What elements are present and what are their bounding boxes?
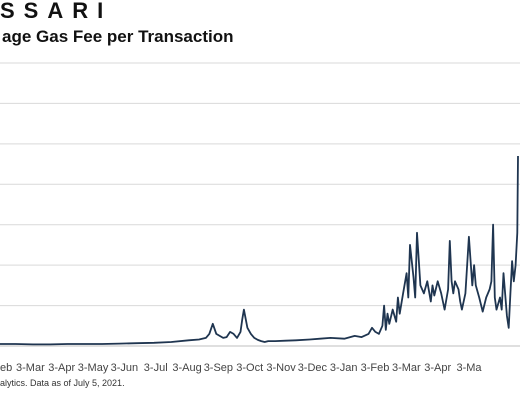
- x-tick-label: 3-Apr: [424, 362, 451, 374]
- gridlines: [0, 62, 520, 307]
- x-tick-label: 3-Nov: [266, 362, 296, 374]
- x-tick-label: 3-May: [78, 362, 109, 374]
- x-tick-label: 3-Mar: [16, 362, 45, 374]
- source-footnote: alytics. Data as of July 5, 2021.: [0, 378, 125, 388]
- series-line: [0, 155, 519, 346]
- x-tick-label: 3-Apr: [48, 362, 75, 374]
- x-tick-label: 3-Oct: [236, 362, 263, 374]
- x-tick-label: 3-Aug: [172, 362, 201, 374]
- series-layer: [0, 155, 519, 346]
- x-tick-label: eb: [0, 362, 12, 374]
- x-tick-label: 3-Feb: [361, 362, 390, 374]
- chart-title: age Gas Fee per Transaction: [2, 27, 234, 46]
- x-tick-label: 3-Jun: [111, 362, 139, 374]
- x-tick-label: 3-Ma: [456, 362, 482, 374]
- x-tick-label: 3-Dec: [298, 362, 328, 374]
- x-tick-label: 3-Jul: [144, 362, 168, 374]
- x-tick-labels: eb 3-Mar 3-Apr 3-May 3-Jun 3-Jul 3-Aug 3-Sep 3-O…: [0, 362, 482, 374]
- brand-logo: SSARI: [0, 0, 113, 23]
- x-tick-label: 3-Mar: [392, 362, 421, 374]
- x-tick-label: 3-Sep: [204, 362, 233, 374]
- x-tick-label: 3-Jan: [330, 362, 358, 374]
